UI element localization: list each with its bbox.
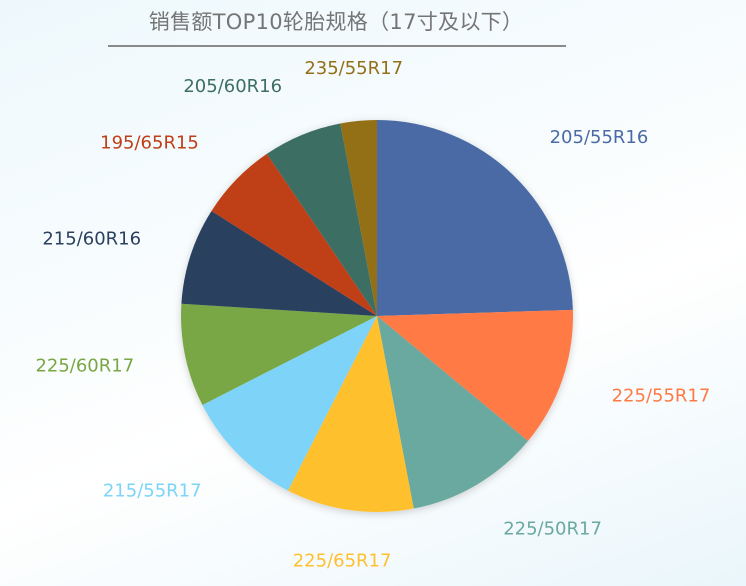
pie-slice-225-60R17: [181, 303, 377, 405]
slice-label: 205/60R16: [183, 76, 282, 97]
slice-label: 235/55R17: [304, 58, 403, 79]
pie-slice-195-65R15: [211, 153, 377, 316]
pie-slice-235-55R17: [340, 120, 377, 316]
chart-title: 销售额TOP10轮胎规格（17寸及以下）: [148, 10, 524, 34]
slice-label: 225/55R17: [612, 385, 711, 406]
slice-label: 205/55R16: [550, 127, 649, 148]
slice-label: 215/55R17: [103, 480, 202, 501]
pie-slice-215-60R16: [181, 210, 377, 316]
pie-slice-205-60R16: [266, 123, 377, 316]
pie-slice-225-65R17: [288, 316, 414, 513]
slice-label: 225/60R17: [35, 355, 134, 376]
pie-slice-225-50R17: [377, 316, 529, 509]
slice-label: 215/60R16: [42, 228, 141, 249]
slice-label: 195/65R15: [100, 132, 199, 153]
title-underline: [108, 45, 566, 47]
pie-slices: [181, 120, 573, 513]
pie-slice-215-55R17: [202, 316, 377, 491]
pie-slice-225-55R17: [377, 309, 573, 441]
slice-label: 225/65R17: [293, 551, 392, 572]
pie-slice-205-55R16: [377, 120, 573, 316]
pie-labels: 205/55R16 225/55R17 225/50R17 225/65R17 215/…: [35, 58, 710, 571]
slice-label: 225/50R17: [503, 519, 602, 540]
